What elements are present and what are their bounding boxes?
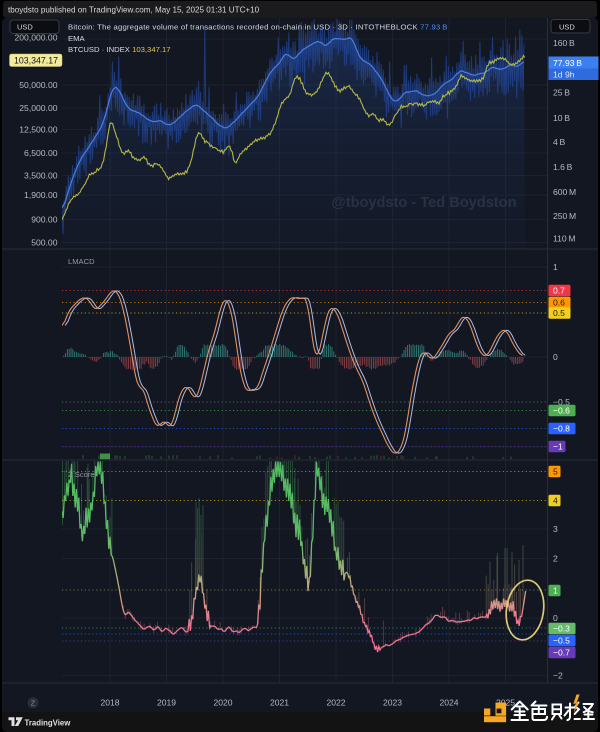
svg-text:3,500.00: 3,500.00 [24,171,58,181]
svg-text:Z: Z [31,699,36,708]
svg-text:1: 1 [553,262,558,272]
svg-text:−2: −2 [553,671,563,681]
svg-text:2023: 2023 [383,697,402,707]
svg-text:50,000.00: 50,000.00 [19,80,57,90]
svg-text:−0.6: −0.6 [553,406,570,416]
svg-text:USD: USD [17,23,33,32]
svg-text:−0.8: −0.8 [553,424,570,434]
svg-text:25,000.00: 25,000.00 [19,103,57,113]
svg-text:5: 5 [553,467,558,477]
svg-text:0.5: 0.5 [553,308,565,318]
svg-text:0: 0 [553,352,558,362]
svg-text:BTCUSD · INDEX 103,347.17: BTCUSD · INDEX 103,347.17 [68,45,171,54]
svg-text:−1: −1 [553,442,563,452]
svg-text:600 M: 600 M [553,187,576,197]
svg-text:77.93 B: 77.93 B [553,58,582,68]
svg-text:200,000.00: 200,000.00 [14,33,57,43]
svg-text:160 B: 160 B [553,38,575,48]
svg-text:EMA: EMA [68,34,86,43]
svg-text:500.00: 500.00 [31,238,58,248]
svg-text:Bitcoin: The aggregate volume: Bitcoin: The aggregate volume of transac… [68,23,448,32]
svg-text:2018: 2018 [100,697,119,707]
svg-text:2020: 2020 [213,697,232,707]
svg-text:0.6: 0.6 [553,298,565,308]
svg-text:Z Score: Z Score [68,470,95,479]
svg-text:25 B: 25 B [553,88,570,98]
svg-text:2025: 2025 [496,697,515,707]
svg-text:3: 3 [553,524,558,534]
svg-text:−0.5: −0.5 [553,636,570,646]
svg-text:10 B: 10 B [553,113,570,123]
svg-text:TradingView: TradingView [25,718,72,727]
svg-text:2019: 2019 [157,697,176,707]
svg-text:110 M: 110 M [553,234,576,244]
svg-text:0.7: 0.7 [553,286,565,296]
svg-text:1.6 B: 1.6 B [553,162,573,172]
svg-text:−0.7: −0.7 [553,648,570,658]
svg-text:2021: 2021 [270,697,289,707]
svg-text:tboydsto published on TradingV: tboydsto published on TradingView.com, M… [8,5,260,14]
svg-text:−0.3: −0.3 [553,624,570,634]
svg-text:6,500.00: 6,500.00 [24,148,58,158]
svg-text:2: 2 [553,554,558,564]
svg-text:250 M: 250 M [553,211,576,221]
svg-text:103,347.17: 103,347.17 [14,55,58,65]
svg-text:12,500.00: 12,500.00 [19,125,57,135]
svg-text:−0.5: −0.5 [553,397,570,407]
svg-text:1d 9h: 1d 9h [553,69,575,79]
svg-text:1,900.00: 1,900.00 [24,190,58,200]
svg-text:900.00: 900.00 [31,215,58,225]
svg-text:1: 1 [553,586,558,596]
svg-text:2024: 2024 [439,697,458,707]
svg-text:USD: USD [559,22,575,31]
svg-text:4 B: 4 B [553,137,565,147]
svg-text:LMACD: LMACD [68,257,95,266]
svg-text:2022: 2022 [326,697,345,707]
svg-text:0: 0 [553,613,558,623]
svg-text:4: 4 [553,496,558,506]
